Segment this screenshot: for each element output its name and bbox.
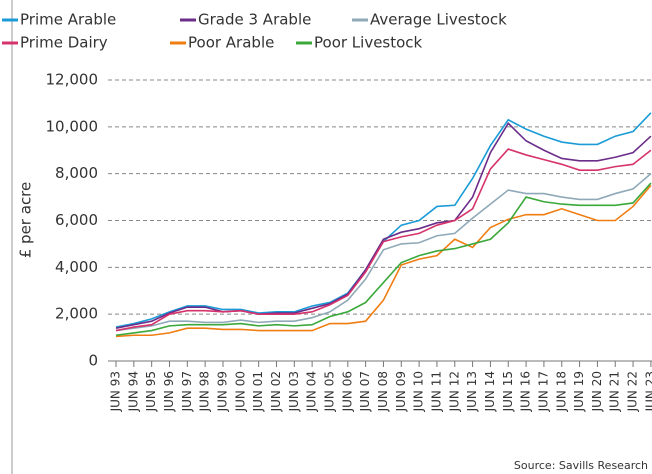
- x-tick-label: JUN 94: [126, 371, 140, 412]
- x-tick-label: JUN 93: [109, 371, 123, 412]
- x-tick-label: JUN 99: [215, 371, 229, 412]
- source: Source: Savills Research: [514, 459, 648, 472]
- x-tick-label: JUN 95: [144, 371, 158, 412]
- x-tick-label: JUN 11: [429, 371, 443, 412]
- x-tick-label: JUN 13: [465, 371, 479, 412]
- series-line: [115, 112, 652, 328]
- x-tick-label: JUN 05: [322, 371, 336, 412]
- x-tick-label: JUN 04: [305, 371, 319, 412]
- legend-label: Poor Arable: [188, 34, 274, 52]
- series-line: [115, 122, 652, 330]
- legend-label: Average Livestock: [370, 11, 507, 29]
- legend-label: Poor Livestock: [314, 34, 423, 52]
- x-tick-label: JUN 03: [287, 371, 301, 412]
- series-line: [115, 148, 652, 332]
- x-tick-label: JUN 00: [233, 371, 247, 412]
- x-tick-label: JUN 16: [519, 371, 533, 412]
- x-tick-label: JUN 23: [643, 371, 652, 412]
- x-tick-label: JUN 96: [162, 371, 176, 412]
- x-tick-label: JUN 98: [198, 371, 212, 412]
- legend-label: Prime Dairy: [20, 34, 108, 52]
- x-tick-label: JUN 02: [269, 371, 283, 412]
- legend-label: Prime Arable: [20, 11, 116, 29]
- y-tick-label: 12,000: [46, 71, 99, 89]
- series-line: [115, 182, 652, 337]
- legend-label: Grade 3 Arable: [198, 11, 311, 29]
- series-line: [115, 173, 652, 332]
- x-tick-label: JUN 22: [626, 371, 640, 412]
- x-tick-label: JUN 09: [394, 371, 408, 412]
- x-tick-label: JUN 08: [376, 371, 390, 412]
- y-tick-label: 2,000: [55, 305, 98, 323]
- x-tick-label: JUN 97: [180, 371, 194, 412]
- series-line: [115, 184, 652, 338]
- x-tick-label: JUN 12: [447, 371, 461, 412]
- y-tick-label: 10,000: [46, 117, 99, 135]
- x-tick-label: JUN 20: [590, 371, 604, 412]
- y-tick-label: 0: [88, 352, 98, 370]
- x-tick-label: JUN 18: [554, 371, 568, 412]
- y-tick-label: 4,000: [55, 258, 98, 276]
- x-tick-label: JUN 10: [412, 371, 426, 412]
- x-tick-label: JUN 21: [608, 371, 622, 412]
- x-tick-label: JUN 06: [340, 371, 354, 412]
- y-tick-label: 6,000: [55, 211, 98, 229]
- x-tick-label: JUN 07: [358, 371, 372, 412]
- x-tick-label: JUN 17: [536, 371, 550, 412]
- y-axis-label: £ per acre: [17, 182, 35, 259]
- x-tick-label: JUN 14: [483, 371, 497, 412]
- x-tick-label: JUN 15: [501, 371, 515, 412]
- x-tick-label: JUN 19: [572, 371, 586, 412]
- x-tick-label: JUN 01: [251, 371, 265, 412]
- y-tick-label: 8,000: [55, 164, 98, 182]
